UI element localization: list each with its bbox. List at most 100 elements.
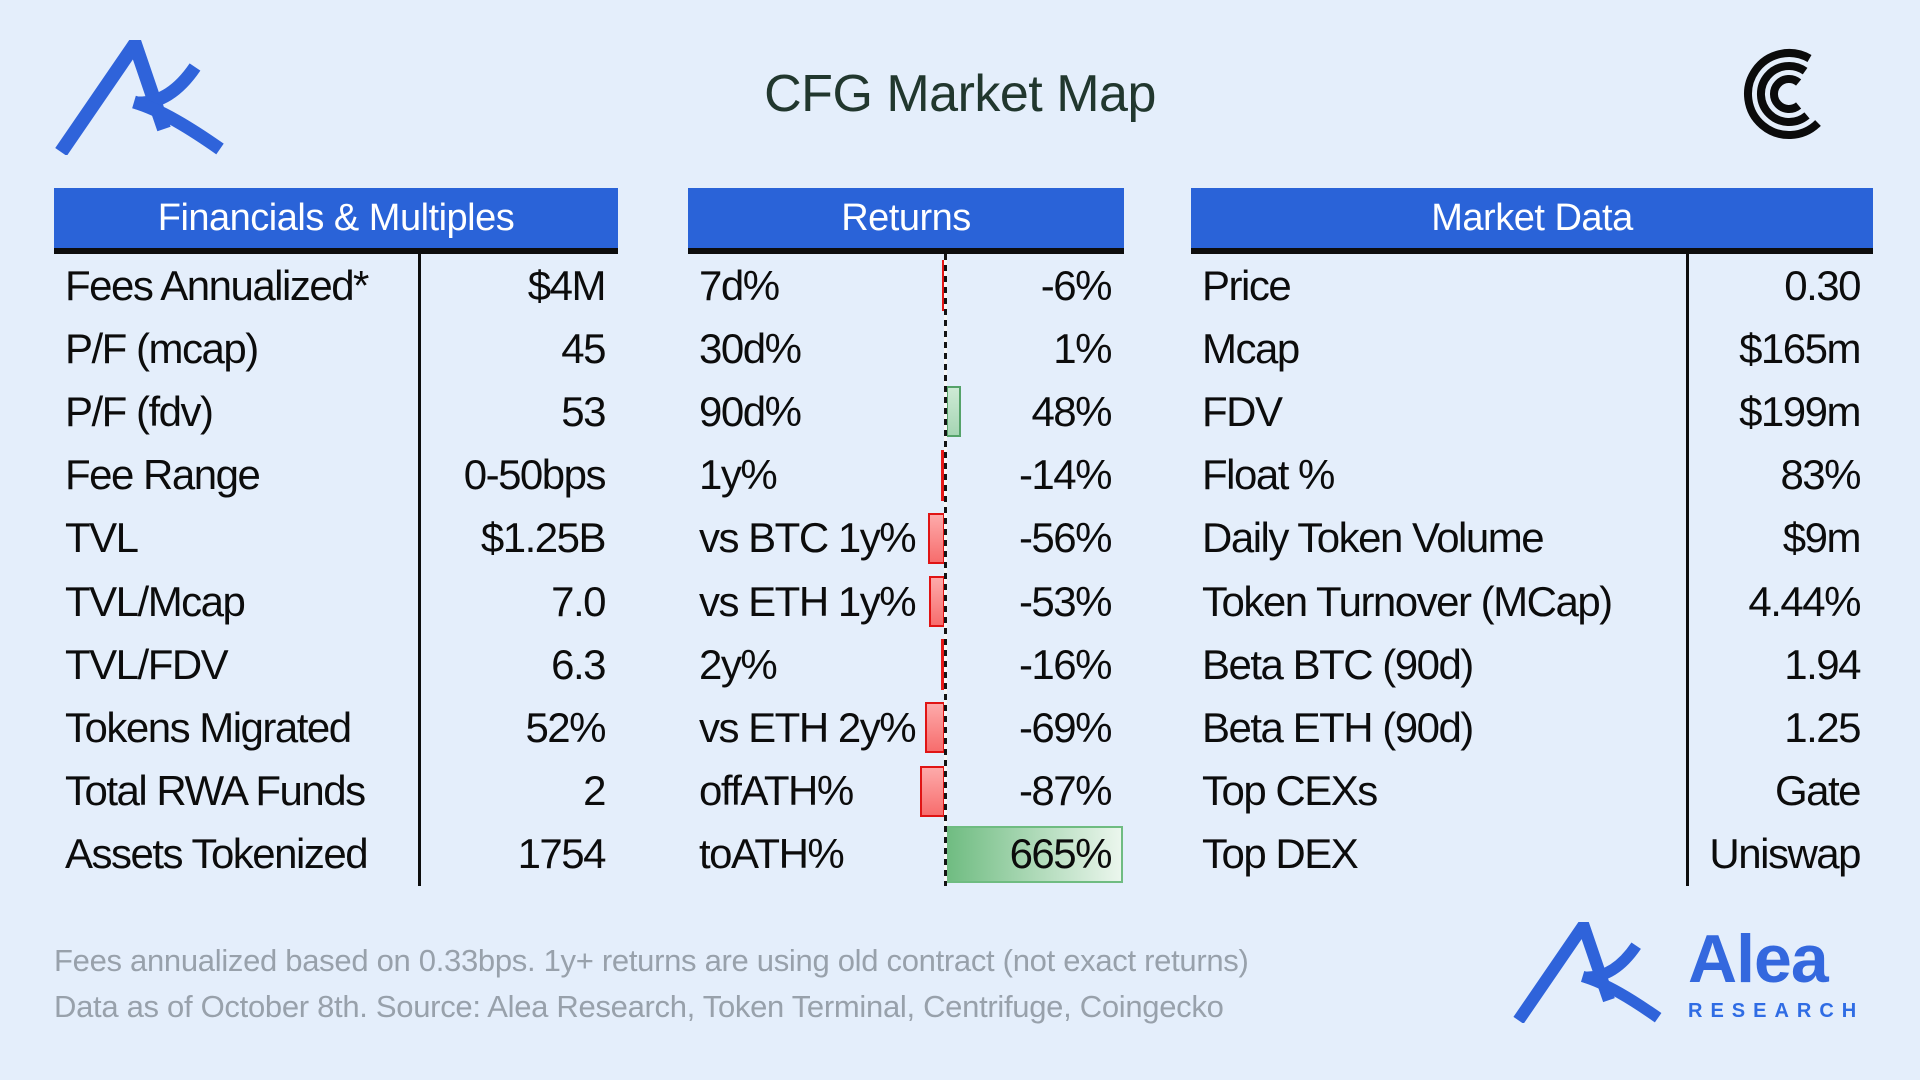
table-row: Assets Tokenized 1754: [54, 823, 618, 886]
row-value: 2: [583, 767, 606, 815]
row-label: 90d%: [699, 388, 802, 435]
table-row: Beta ETH (90d) 1.25: [1191, 696, 1873, 759]
row-value: 0.30: [1784, 261, 1861, 309]
table-row: Beta BTC (90d) 1.94: [1191, 633, 1873, 696]
row-value: 53: [561, 388, 606, 435]
table-row: TVL $1.25B: [54, 507, 618, 570]
row-label: P/F (fdv): [65, 388, 214, 435]
table-row: Price 0.30: [1191, 254, 1873, 317]
row-label: TVL: [65, 514, 139, 562]
row-value: 52%: [525, 704, 606, 752]
row-value: 48%: [1031, 388, 1112, 435]
table-row: P/F (fdv) 53: [54, 380, 618, 443]
row-label: Top CEXs: [1202, 767, 1378, 815]
brand-name: Alea: [1688, 921, 1829, 997]
table-row: 30d% 1%: [688, 317, 1124, 380]
table-row: vs ETH 1y% -53%: [688, 570, 1124, 633]
row-label: vs BTC 1y%: [699, 514, 917, 562]
column-divider: [1686, 254, 1689, 886]
zero-axis-line: [944, 254, 947, 886]
row-label: FDV: [1202, 388, 1283, 435]
table-row: FDV $199m: [1191, 380, 1873, 443]
row-label: vs ETH 1y%: [699, 577, 917, 625]
row-value: $1.25B: [480, 514, 607, 562]
table-row: TVL/FDV 6.3: [54, 633, 618, 696]
row-value: -53%: [1018, 577, 1113, 625]
row-value: -56%: [1018, 514, 1113, 562]
table-row: Mcap $165m: [1191, 317, 1873, 380]
table-row: Top CEXs Gate: [1191, 760, 1873, 823]
return-bar: [941, 449, 945, 501]
table-row: 2y% -16%: [688, 633, 1124, 696]
table-row: TVL/Mcap 7.0: [54, 570, 618, 633]
row-label: TVL/FDV: [65, 640, 229, 688]
row-label: Daily Token Volume: [1202, 514, 1545, 562]
table-row: vs BTC 1y% -56%: [688, 507, 1124, 570]
table-row: offATH% -87%: [688, 760, 1124, 823]
alea-logo-icon: [55, 40, 224, 155]
table-row: Token Turnover (MCap) 4.44%: [1191, 570, 1873, 633]
row-label: Token Turnover (MCap): [1202, 577, 1613, 625]
footnote-line-2: Data as of October 8th. Source: Alea Res…: [54, 989, 1224, 1024]
returns-table-body: 7d% -6% 30d% 1% 90d% 48% 1y% -14% vs BTC 1y% -56%…: [688, 254, 1124, 886]
row-value: -14%: [1018, 451, 1113, 499]
table-row: 7d% -6%: [688, 254, 1124, 317]
row-label: Beta ETH (90d): [1202, 704, 1474, 752]
table-row: 1y% -14%: [688, 444, 1124, 507]
row-value: $4M: [527, 261, 607, 309]
row-label: Beta BTC (90d): [1202, 640, 1474, 688]
row-value: 1.25: [1784, 704, 1861, 752]
row-value: 83%: [1780, 451, 1861, 499]
row-label: toATH%: [699, 830, 845, 878]
row-label: Assets Tokenized: [65, 830, 369, 878]
row-value: 0-50bps: [463, 451, 607, 499]
row-value: 1%: [1053, 324, 1112, 372]
row-label: 7d%: [699, 261, 780, 309]
row-label: Total RWA Funds: [65, 767, 366, 815]
row-value: $9m: [1782, 514, 1862, 562]
row-value: 7.0: [551, 577, 606, 625]
row-value: -16%: [1018, 640, 1113, 688]
returns-table-header: Returns: [688, 188, 1124, 254]
table-row: Fee Range 0-50bps: [54, 444, 618, 507]
row-value: Uniswap: [1709, 830, 1861, 878]
financials-table: Financials & Multiples Fees Annualized* $…: [54, 188, 618, 886]
return-bar: [928, 512, 945, 564]
alea-logo-icon: [1513, 922, 1662, 1023]
return-bar: [924, 702, 945, 754]
page-title: CFG Market Map: [764, 65, 1156, 123]
market-data-table: Market Data Price 0.30 Mcap $165m FDV $199m Fl…: [1191, 188, 1873, 886]
table-row: Tokens Migrated 52%: [54, 696, 618, 759]
return-bar: [919, 765, 945, 817]
financials-table-body: Fees Annualized* $4M P/F (mcap) 45 P/F (fdv)…: [54, 254, 618, 886]
row-value: -6%: [1040, 261, 1113, 309]
row-label: vs ETH 2y%: [699, 704, 917, 752]
alea-research-brand: Alea RESEARCH: [1512, 922, 1864, 1023]
row-label: Tokens Migrated: [65, 704, 352, 752]
row-label: Top DEX: [1202, 830, 1359, 878]
market-data-table-header: Market Data: [1191, 188, 1873, 254]
return-bar: [940, 639, 945, 691]
row-value: 665%: [1009, 830, 1113, 878]
row-label: Float %: [1202, 451, 1335, 499]
table-row: P/F (mcap) 45: [54, 317, 618, 380]
row-label: Fee Range: [65, 451, 261, 499]
row-value: 4.44%: [1748, 577, 1861, 625]
brand-subtitle: RESEARCH: [1688, 1000, 1865, 1022]
row-value: -87%: [1018, 767, 1113, 815]
row-value: 1754: [517, 830, 607, 878]
row-label: offATH%: [699, 767, 854, 815]
row-label: P/F (mcap): [65, 324, 259, 372]
table-row: Daily Token Volume $9m: [1191, 507, 1873, 570]
row-value: -69%: [1018, 704, 1113, 752]
return-bar: [946, 386, 961, 438]
table-row: Top DEX Uniswap: [1191, 823, 1873, 886]
table-row: vs ETH 2y% -69%: [688, 696, 1124, 759]
footnote: Fees annualized based on 0.33bps. 1y+ re…: [54, 938, 1249, 1030]
footnote-line-1: Fees annualized based on 0.33bps. 1y+ re…: [54, 943, 1249, 978]
row-label: Fees Annualized*: [65, 261, 369, 309]
row-label: 2y%: [699, 640, 778, 688]
market-data-table-body: Price 0.30 Mcap $165m FDV $199m Float % 83% Dail…: [1191, 254, 1873, 886]
financials-table-header: Financials & Multiples: [54, 188, 618, 254]
